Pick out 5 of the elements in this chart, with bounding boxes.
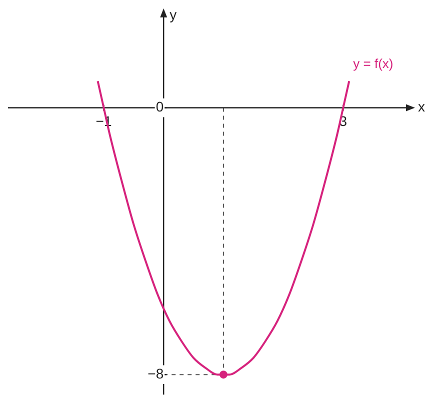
y-axis-title: y [170,6,177,22]
x-axis-title: x [418,98,425,115]
y-tick-label: −8 [148,365,164,382]
y-tick-label: 0 [156,98,164,115]
series-label: y = f(x) [353,56,394,72]
